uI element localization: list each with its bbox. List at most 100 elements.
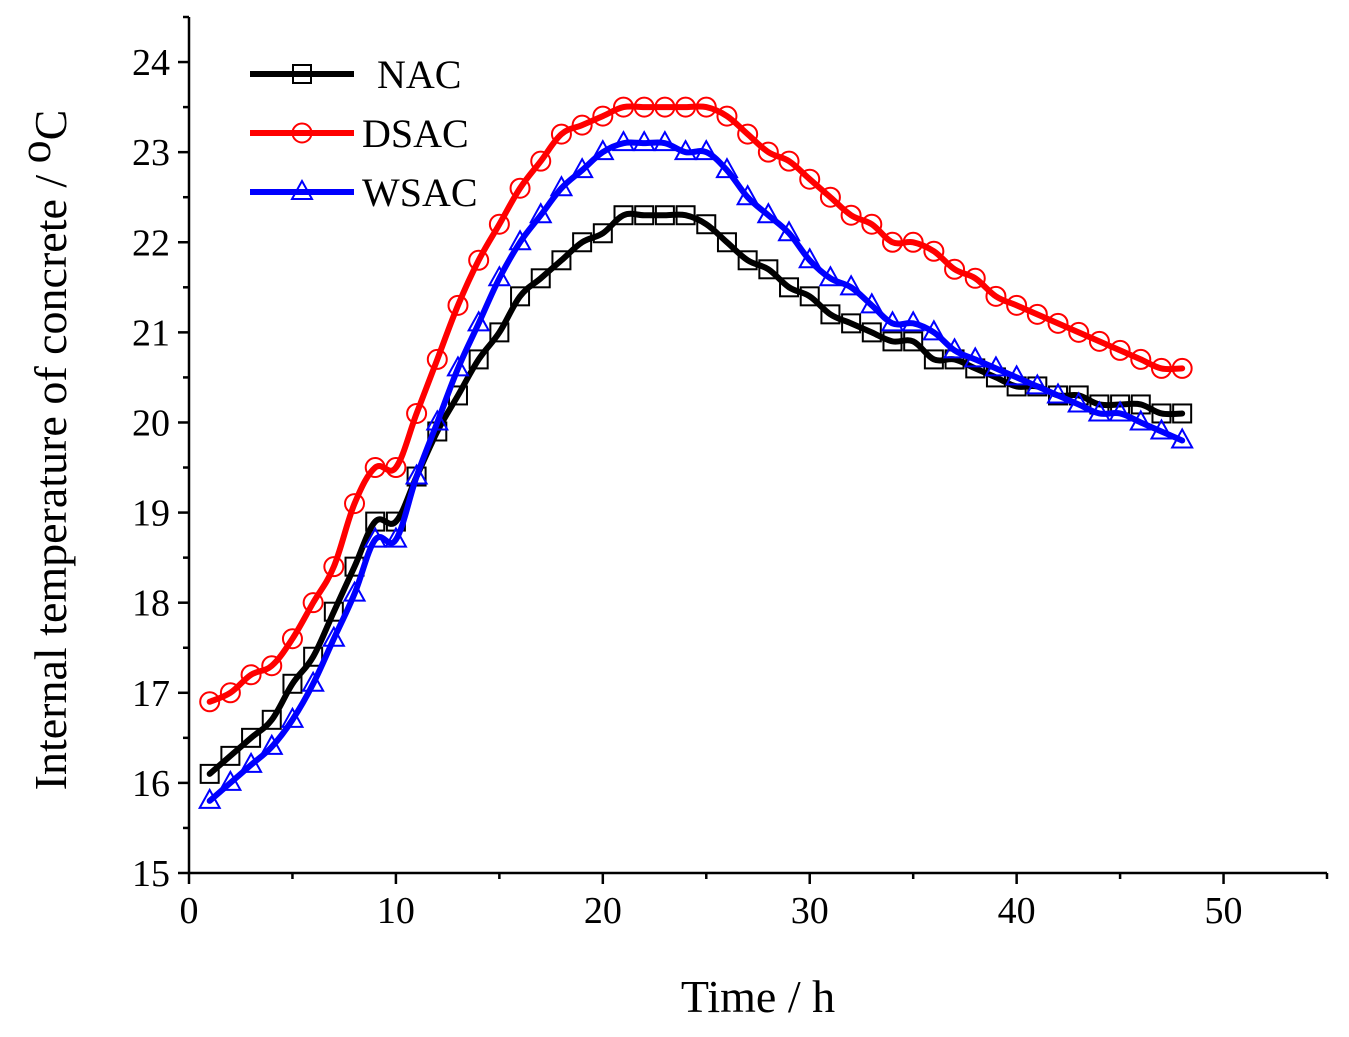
data-point-dsac [778,150,800,172]
series-dsac [199,96,1193,713]
data-point-wsac [1149,418,1174,440]
data-point-wsac [1046,382,1070,404]
data-point-wsac [798,247,822,269]
y-axis-title: Internal temperature of concrete / oC [9,110,76,791]
data-point-wsac [715,157,739,179]
data-point-dsac [881,231,903,253]
data-point-wsac [280,706,305,728]
y-tick-label: 18 [132,583,170,625]
y-tick-label: 19 [132,493,170,535]
data-point-wsac [653,130,677,152]
data-point-dsac [985,285,1007,307]
data-point-wsac [1129,409,1153,431]
data-point-dsac [364,457,386,479]
data-point-nac [923,349,944,370]
y-tick-label: 22 [132,222,170,264]
data-point-wsac [218,769,243,791]
axes-layer: 0 10 20 30 40 50 15 16 17 18 19 20 21 22 23 24 [132,15,1329,932]
data-point-wsac [777,220,801,242]
legend-label-dsac: DSAC [362,111,469,156]
data-point-dsac [261,655,283,677]
data-point-wsac [549,175,574,197]
data-point-wsac [1025,373,1050,395]
data-point-dsac [1006,294,1028,316]
x-tick-label: 0 [180,890,199,932]
data-point-wsac [301,670,325,692]
data-point-nac [303,646,324,667]
data-point-nac [841,313,862,334]
data-point-dsac [1047,312,1069,334]
data-point-nac [530,268,551,289]
x-tick-label: 30 [791,890,829,932]
data-point-wsac [342,580,367,602]
data-point-wsac [239,751,263,773]
y-axis-unit-superscript: o [9,140,60,163]
x-tick-label: 10 [377,890,415,932]
data-point-wsac [570,157,594,179]
data-point-wsac [942,337,967,359]
data-point-dsac [281,628,303,650]
data-point-wsac [818,265,843,287]
y-tick-label: 20 [132,402,170,444]
series-layer [197,96,1194,809]
x-tick-label: 40 [998,890,1036,932]
data-point-dsac [302,592,324,614]
data-point-wsac [363,526,387,548]
data-point-nac [241,727,262,748]
legend-item-nac: NAC [250,52,461,97]
legend-marker-dsac [291,122,313,144]
data-point-nac [220,745,241,766]
data-point-dsac [757,141,779,163]
data-point-wsac [735,184,760,206]
data-point-nac [737,250,758,271]
data-point-dsac [861,213,883,235]
data-point-dsac [344,493,366,515]
data-point-wsac [591,139,615,161]
data-point-wsac [673,139,698,161]
data-point-nac [654,205,675,226]
data-point-nac [1172,403,1193,424]
data-point-wsac [446,355,470,377]
data-point-wsac [322,625,346,647]
legend-label-wsac: WSAC [362,170,478,215]
data-point-nac [716,232,737,253]
data-point-dsac [819,186,841,208]
data-point-nac [820,304,841,325]
data-point-wsac [384,526,408,548]
data-point-dsac [1088,330,1110,352]
data-point-wsac [1087,400,1112,422]
data-point-wsac [1108,400,1132,422]
data-point-dsac [219,682,241,704]
data-point-dsac [488,213,510,235]
series-line-dsac [206,103,1186,705]
y-tick-label: 23 [132,132,170,174]
legend-marker-nac [292,64,312,84]
data-point-dsac [695,96,717,118]
data-point-wsac [694,139,718,161]
data-point-dsac [675,96,697,118]
data-point-wsac [425,409,449,431]
data-point-nac [572,232,593,253]
y-tick-label: 16 [132,763,170,805]
data-point-dsac [550,123,572,145]
x-tick-label: 20 [584,890,622,932]
data-point-dsac [1068,321,1090,343]
data-point-nac [779,277,800,298]
legend-item-wsac: WSAC [250,170,478,215]
data-point-wsac [632,130,656,152]
data-point-nac [696,214,717,235]
data-point-dsac [509,177,531,199]
data-point-wsac [1004,364,1029,386]
data-point-dsac [923,240,945,262]
y-axis-unit: C [25,110,76,141]
data-point-dsac [613,96,635,118]
data-point-nac [468,349,489,370]
data-point-nac [634,205,655,226]
data-point-dsac [468,249,490,271]
x-tick-label: 50 [1205,890,1243,932]
data-point-dsac [799,168,821,190]
data-point-wsac [963,346,987,368]
data-point-wsac [922,319,946,341]
data-point-dsac [1109,339,1131,361]
data-point-nac [799,286,820,307]
